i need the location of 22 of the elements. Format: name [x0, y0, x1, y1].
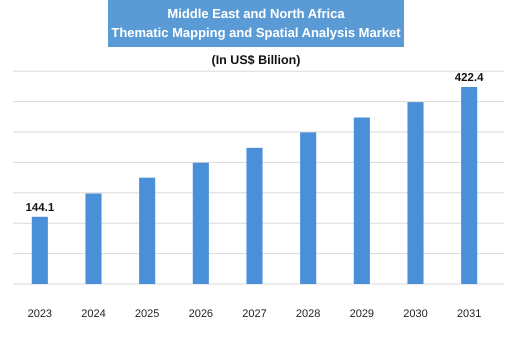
bar [192, 162, 209, 284]
data-label: 422.4 [454, 72, 484, 84]
x-tick-label: 2024 [81, 308, 106, 320]
x-tick-label: 2028 [296, 308, 320, 320]
chart-title: Middle East and North Africa Thematic Mapping and Spatial Analysis Market [111, 6, 402, 40]
bar [407, 102, 424, 284]
x-tick-label: 2025 [134, 308, 160, 320]
x-tick-label: 2030 [403, 308, 428, 320]
x-tick-label: 2031 [456, 308, 482, 320]
bar [246, 148, 263, 284]
x-tick-label: 2026 [188, 308, 214, 320]
bar [139, 178, 156, 284]
chart-subtitle: (In US$ Billion) [212, 53, 300, 67]
bar [354, 118, 370, 284]
x-tick-label: 2023 [28, 308, 52, 320]
x-tick-label: 2029 [350, 308, 374, 320]
bar [300, 132, 316, 284]
x-tick-label: 2027 [242, 308, 267, 320]
data-label: 144.1 [25, 202, 55, 214]
bar [32, 216, 48, 284]
bar [85, 194, 102, 284]
bar [461, 87, 478, 284]
